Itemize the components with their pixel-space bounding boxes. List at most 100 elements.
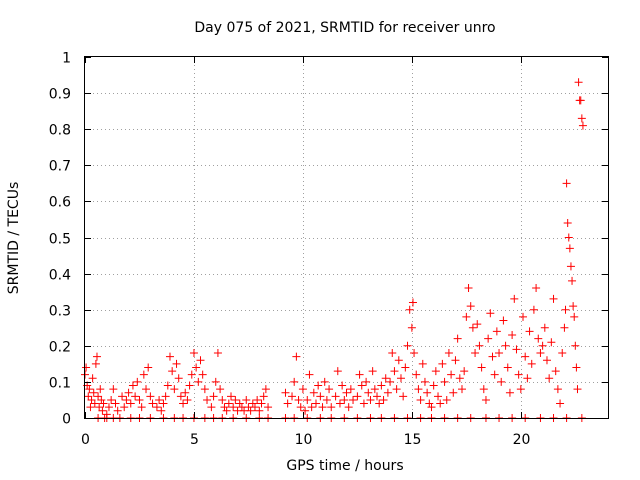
data-point <box>420 377 429 386</box>
y-tick-label: 1 <box>62 51 71 67</box>
data-point <box>460 367 469 376</box>
data-point <box>86 403 95 412</box>
data-point <box>96 385 105 394</box>
data-point <box>545 374 554 383</box>
data-point <box>571 341 580 350</box>
data-point <box>281 388 290 397</box>
y-tick-label: 0.8 <box>49 123 71 139</box>
data-point <box>222 406 231 415</box>
data-point <box>181 388 190 397</box>
data-point <box>425 399 434 408</box>
data-point <box>344 403 353 412</box>
data-point <box>512 345 521 354</box>
data-point <box>161 392 170 401</box>
data-point <box>514 370 523 379</box>
data-point <box>259 392 268 401</box>
data-point <box>283 399 292 408</box>
data-point <box>475 341 484 350</box>
data-point <box>560 323 569 332</box>
data-point <box>578 121 587 130</box>
data-point <box>325 385 334 394</box>
data-point <box>359 399 368 408</box>
data-point <box>386 377 395 386</box>
data-point <box>368 367 377 376</box>
data-point <box>488 352 497 361</box>
data-point <box>261 385 270 394</box>
data-point <box>246 406 255 415</box>
data-point <box>142 385 151 394</box>
data-point <box>527 359 536 368</box>
data-point <box>547 338 556 347</box>
data-point <box>253 395 262 404</box>
data-point <box>466 302 475 311</box>
data-point <box>172 359 181 368</box>
data-point <box>335 399 344 408</box>
y-tick-label: 0.7 <box>49 159 71 175</box>
data-point <box>503 363 512 372</box>
data-point <box>84 392 93 401</box>
data-point <box>159 399 168 408</box>
data-point <box>477 363 486 372</box>
data-point <box>462 312 471 321</box>
data-point <box>447 370 456 379</box>
data-point <box>342 388 351 397</box>
data-point <box>364 388 373 397</box>
data-point <box>399 392 408 401</box>
data-point <box>148 399 157 408</box>
data-point <box>521 352 530 361</box>
data-point <box>405 305 414 314</box>
data-point <box>379 395 388 404</box>
data-point <box>122 395 131 404</box>
data-point <box>231 395 240 404</box>
data-point <box>392 385 401 394</box>
data-point <box>381 374 390 383</box>
x-tick-label: 0 <box>81 432 90 448</box>
data-point <box>104 403 113 412</box>
data-point <box>570 312 579 321</box>
data-point <box>375 399 384 408</box>
data-point <box>155 395 164 404</box>
data-point <box>311 399 320 408</box>
data-point <box>486 309 495 318</box>
data-point <box>576 96 585 105</box>
data-point <box>574 78 583 87</box>
data-point <box>564 233 573 242</box>
y-tick-label: 0.1 <box>49 376 71 392</box>
data-point <box>314 381 323 390</box>
data-point <box>438 359 447 368</box>
data-point <box>137 403 146 412</box>
data-point <box>427 403 436 412</box>
data-point <box>457 385 466 394</box>
data-point <box>109 385 118 394</box>
data-point <box>133 377 142 386</box>
data-point <box>95 403 104 412</box>
data-point <box>111 399 120 408</box>
data-point <box>126 399 135 408</box>
data-point <box>566 262 575 271</box>
data-point <box>203 395 212 404</box>
data-point <box>165 352 174 361</box>
data-point <box>107 395 116 404</box>
data-point <box>497 377 506 386</box>
data-point <box>553 385 562 394</box>
data-point <box>255 406 264 415</box>
data-point <box>440 377 449 386</box>
data-point <box>318 403 327 412</box>
data-point <box>87 395 96 404</box>
data-point <box>525 327 534 336</box>
data-point <box>152 403 161 412</box>
data-point <box>561 305 570 314</box>
data-point <box>94 392 103 401</box>
data-point <box>213 349 222 358</box>
data-point <box>377 381 386 390</box>
data-point <box>316 392 325 401</box>
data-point <box>558 349 567 358</box>
data-point <box>327 403 336 412</box>
data-point <box>264 403 273 412</box>
data-point <box>505 388 514 397</box>
data-point <box>189 349 198 358</box>
data-point <box>92 352 101 361</box>
data-point <box>516 385 525 394</box>
data-point <box>481 395 490 404</box>
data-point <box>85 385 94 394</box>
